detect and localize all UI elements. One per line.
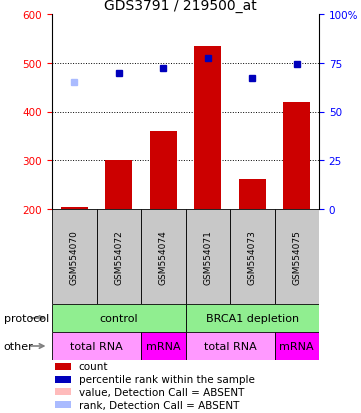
- Text: control: control: [99, 313, 138, 323]
- Bar: [186, 304, 319, 332]
- Bar: [55, 388, 71, 395]
- Bar: [141, 209, 186, 304]
- Bar: [105, 161, 132, 209]
- Text: GSM554073: GSM554073: [248, 230, 257, 284]
- Text: percentile rank within the sample: percentile rank within the sample: [79, 374, 255, 384]
- Text: rank, Detection Call = ABSENT: rank, Detection Call = ABSENT: [79, 400, 239, 410]
- Text: mRNA: mRNA: [146, 341, 180, 351]
- Text: GDS3791 / 219500_at: GDS3791 / 219500_at: [104, 0, 257, 13]
- Bar: [96, 209, 141, 304]
- Text: total RNA: total RNA: [204, 341, 256, 351]
- Text: GSM554072: GSM554072: [114, 230, 123, 284]
- Bar: [61, 207, 88, 209]
- Bar: [186, 209, 230, 304]
- Bar: [141, 332, 186, 360]
- Text: GSM554074: GSM554074: [159, 230, 168, 284]
- Bar: [55, 376, 71, 383]
- Text: count: count: [79, 361, 108, 371]
- Bar: [186, 332, 274, 360]
- Bar: [150, 132, 177, 209]
- Bar: [52, 304, 186, 332]
- Text: other: other: [4, 341, 33, 351]
- Text: mRNA: mRNA: [279, 341, 314, 351]
- Bar: [55, 401, 71, 408]
- Bar: [52, 332, 141, 360]
- Bar: [55, 363, 71, 370]
- Text: GSM554070: GSM554070: [70, 230, 79, 284]
- Bar: [274, 209, 319, 304]
- Text: protocol: protocol: [4, 313, 49, 323]
- Bar: [52, 209, 96, 304]
- Text: GSM554075: GSM554075: [292, 230, 301, 284]
- Bar: [239, 179, 266, 209]
- Bar: [195, 47, 221, 209]
- Text: value, Detection Call = ABSENT: value, Detection Call = ABSENT: [79, 387, 244, 397]
- Text: GSM554071: GSM554071: [203, 230, 212, 284]
- Text: total RNA: total RNA: [70, 341, 123, 351]
- Bar: [274, 332, 319, 360]
- Bar: [283, 102, 310, 209]
- Text: BRCA1 depletion: BRCA1 depletion: [206, 313, 299, 323]
- Bar: [230, 209, 274, 304]
